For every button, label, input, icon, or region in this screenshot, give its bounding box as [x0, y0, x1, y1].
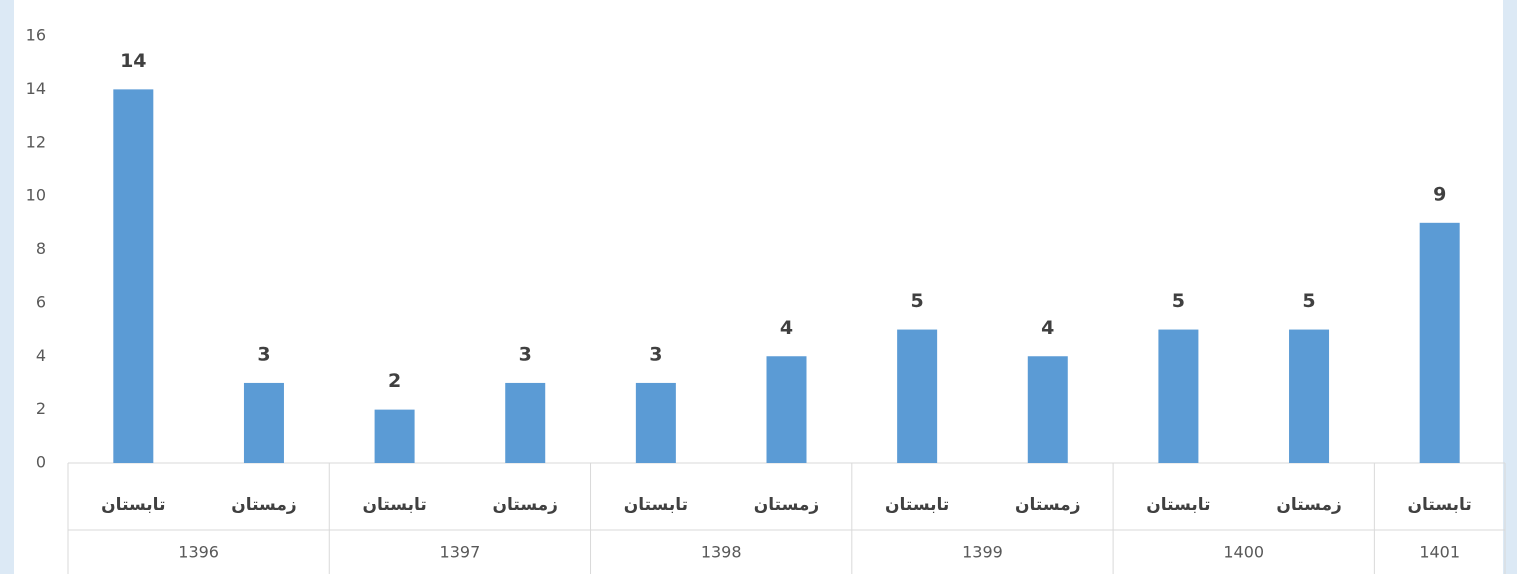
plot-background: [14, 0, 1503, 574]
y-tick-label: 2: [36, 399, 46, 418]
value-label: 5: [911, 290, 924, 312]
bar: [1289, 329, 1330, 463]
group-label: 1400: [1223, 543, 1264, 562]
y-tick-label: 6: [36, 292, 46, 311]
y-tick-label: 4: [36, 346, 46, 365]
y-tick-label: 0: [36, 453, 46, 472]
bar: [897, 329, 938, 463]
x-tick-label: تابستان: [885, 495, 949, 515]
background-edge: [0, 0, 14, 574]
value-label: 5: [1302, 290, 1315, 312]
x-tick-label: تابستان: [101, 495, 165, 515]
bar: [243, 382, 284, 463]
x-tick-label: تابستان: [1146, 495, 1210, 515]
group-label: 1401: [1419, 543, 1460, 562]
bar: [1158, 329, 1199, 463]
value-label: 3: [649, 343, 662, 365]
y-tick-label: 16: [26, 26, 46, 45]
bar: [635, 382, 676, 463]
bar: [113, 89, 154, 463]
group-label: 1398: [701, 543, 742, 562]
value-label: 5: [1172, 290, 1185, 312]
group-label: 1397: [440, 543, 481, 562]
value-label: 14: [120, 50, 146, 72]
value-label: 3: [519, 343, 532, 365]
bar: [1027, 356, 1068, 463]
x-tick-label: زمستان: [754, 495, 819, 515]
bar: [374, 409, 415, 463]
value-label: 4: [1041, 317, 1054, 339]
bar: [766, 356, 807, 463]
value-label: 3: [257, 343, 270, 365]
value-label: 2: [388, 370, 401, 392]
value-label: 9: [1433, 183, 1446, 205]
x-tick-label: زمستان: [1015, 495, 1080, 515]
bar: [1419, 222, 1460, 463]
group-label: 1396: [178, 543, 219, 562]
y-tick-label: 14: [26, 79, 46, 98]
x-tick-label: زمستان: [1276, 495, 1341, 515]
x-tick-label: تابستان: [624, 495, 688, 515]
bar: [505, 382, 546, 463]
x-tick-label: زمستان: [231, 495, 296, 515]
x-tick-label: تابستان: [362, 495, 426, 515]
y-tick-label: 10: [26, 186, 46, 205]
x-tick-label: تابستان: [1408, 495, 1472, 515]
value-label: 4: [780, 317, 793, 339]
y-tick-label: 8: [36, 239, 46, 258]
y-tick-label: 12: [26, 132, 46, 151]
group-label: 1399: [962, 543, 1003, 562]
background-edge: [1503, 0, 1517, 574]
x-tick-label: زمستان: [493, 495, 558, 515]
